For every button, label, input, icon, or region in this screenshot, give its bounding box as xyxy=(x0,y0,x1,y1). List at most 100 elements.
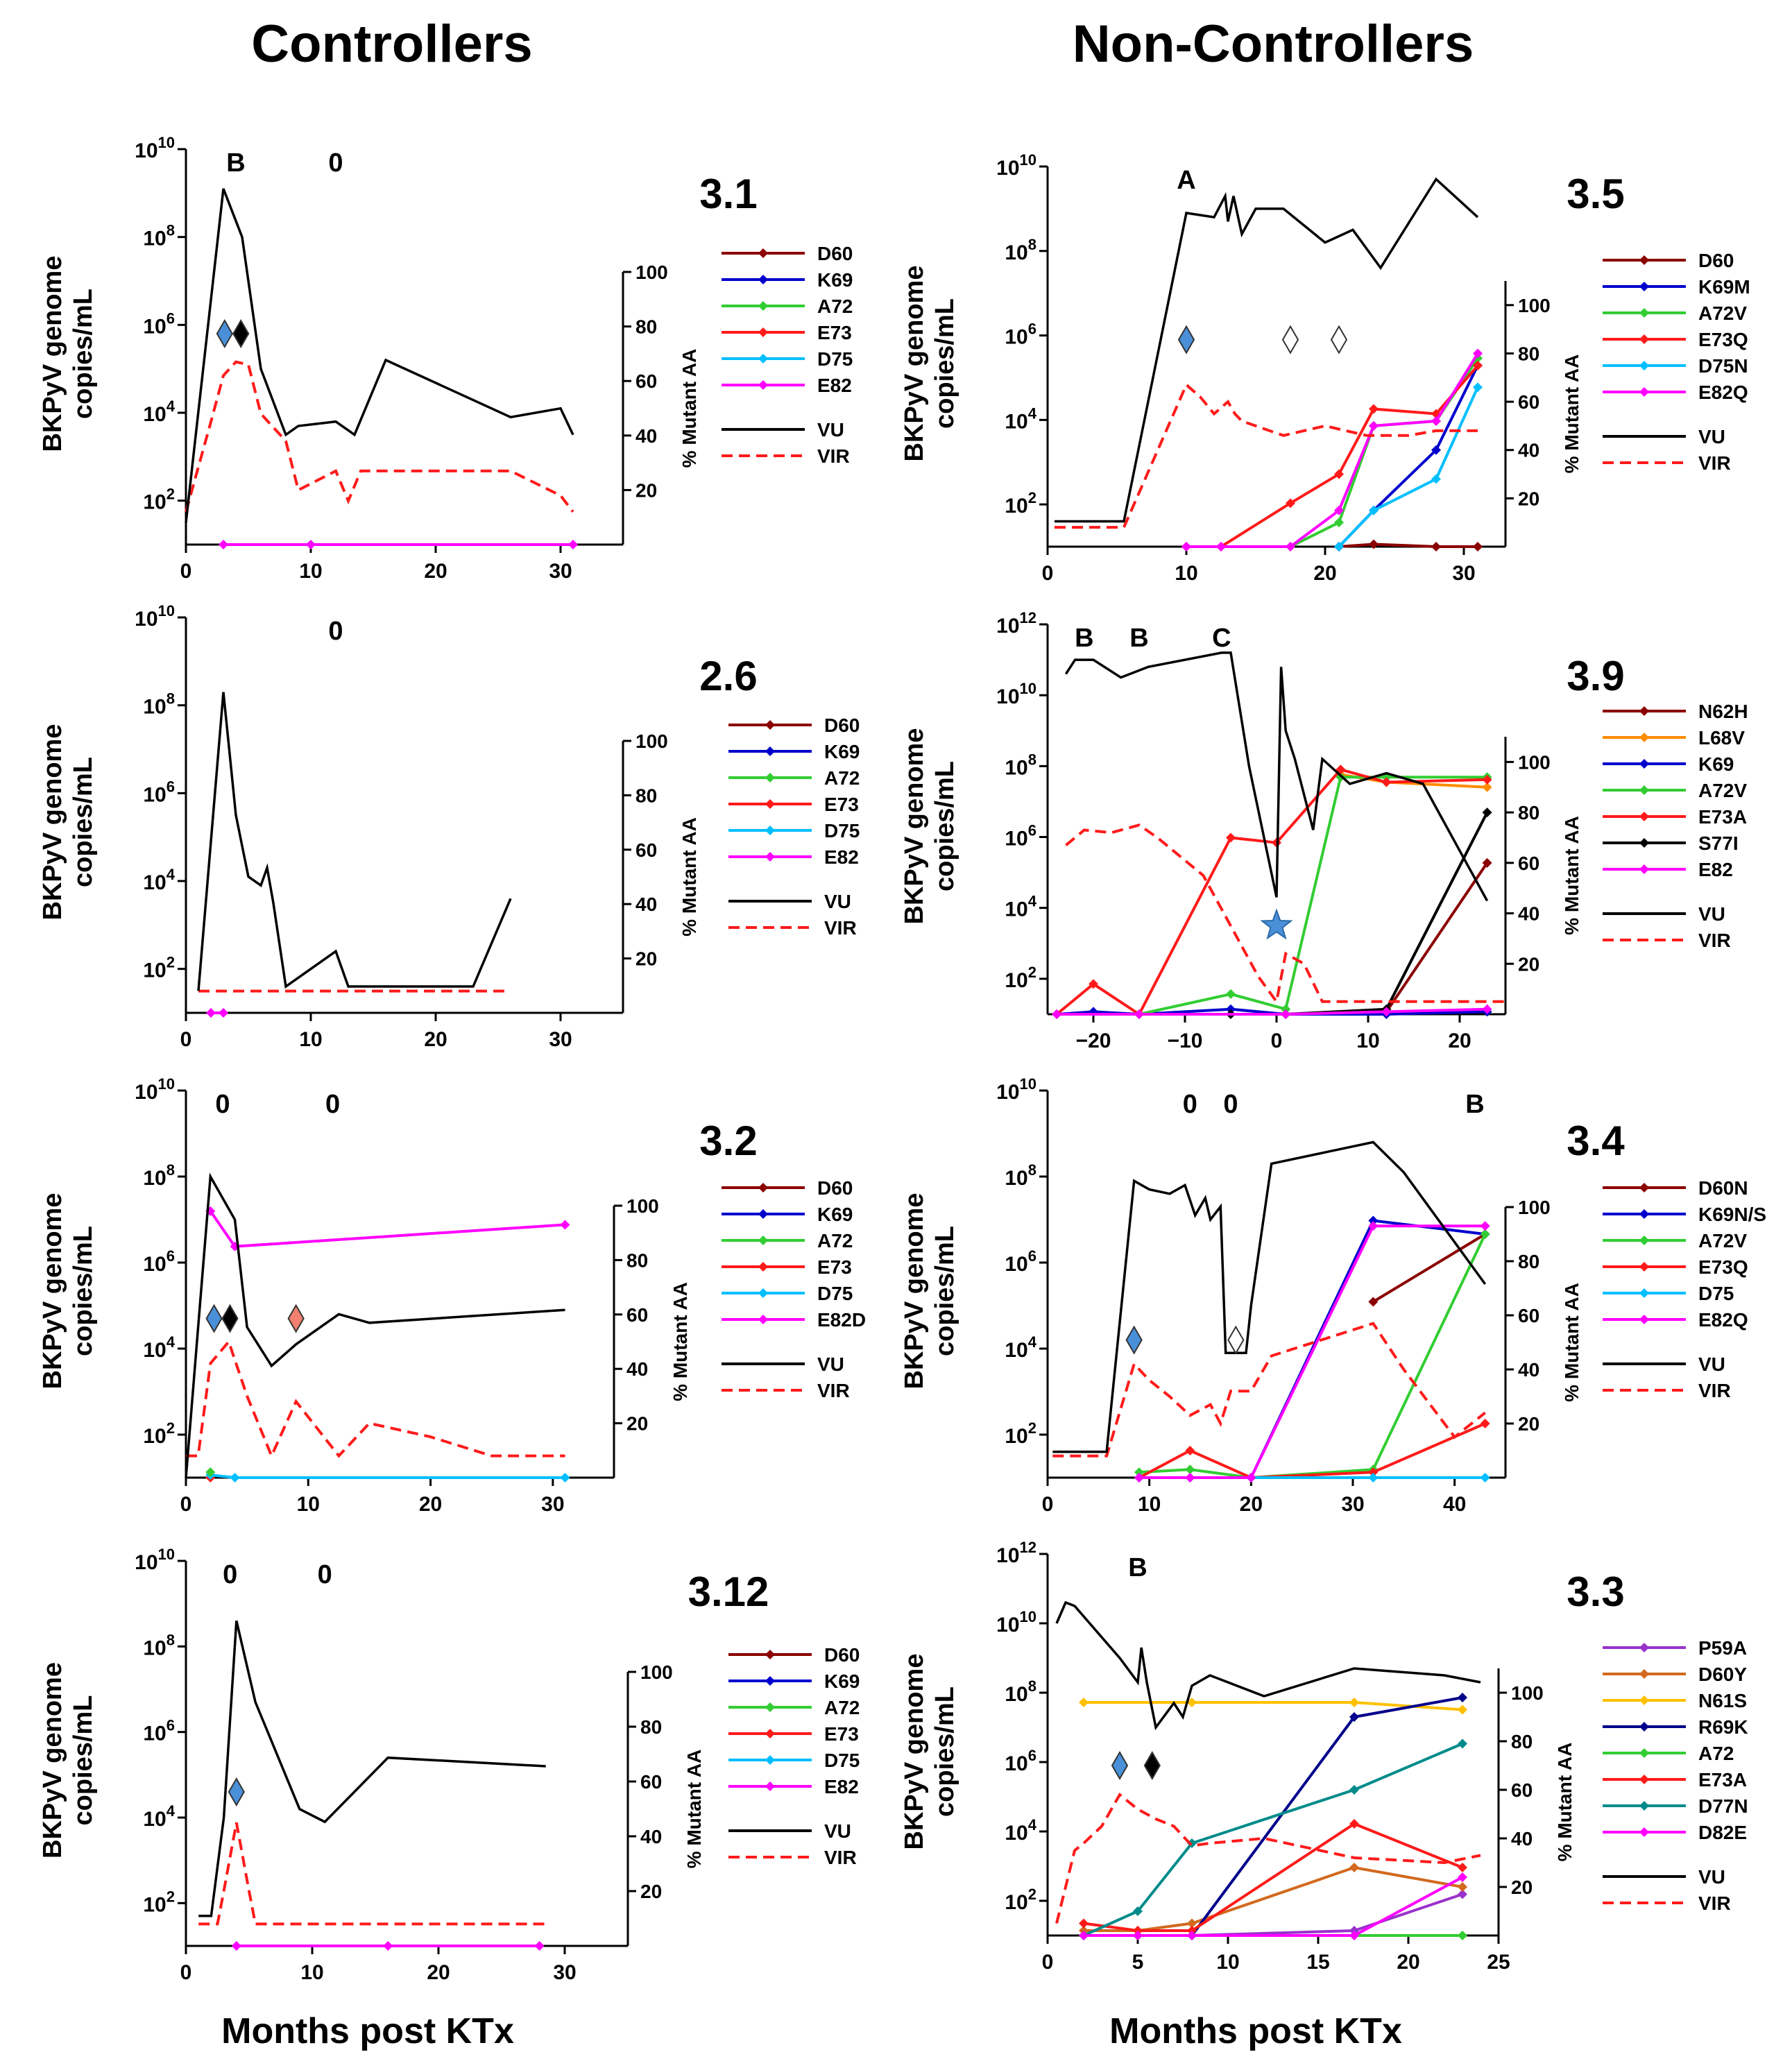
y2-tick-label: 80 xyxy=(635,316,657,338)
mutant-point xyxy=(1134,1009,1144,1019)
mutant-point xyxy=(1334,542,1344,552)
y-tick-label: 108 xyxy=(143,690,175,719)
mutant-point xyxy=(1431,474,1441,484)
event-diamond-marker xyxy=(221,1304,239,1333)
y-tick-label: 102 xyxy=(143,1888,175,1916)
legend-marker xyxy=(1639,1209,1649,1219)
mutant-point xyxy=(1369,420,1379,431)
x-tick-label: 0 xyxy=(180,1028,192,1051)
legend-marker xyxy=(765,1650,775,1659)
mutant-series-line xyxy=(1139,1224,1485,1479)
x-tick-label: 20 xyxy=(424,1028,447,1051)
mutant-point xyxy=(1482,807,1492,818)
x-tick-label: 30 xyxy=(1452,562,1475,585)
mutant-point xyxy=(1458,1882,1467,1892)
mutant-point xyxy=(219,1008,228,1018)
mutant-point xyxy=(1458,1738,1467,1749)
mutant-point xyxy=(1079,1698,1089,1707)
mutant-point xyxy=(1089,979,1098,989)
y2-tick-label: 100 xyxy=(640,1661,673,1683)
annotation-label: B xyxy=(1129,624,1148,653)
panel-title: 3.5 xyxy=(1567,171,1624,217)
legend-label: D75 xyxy=(817,1283,853,1304)
legend-marker xyxy=(765,1781,775,1791)
chart-panel-3-3: 102 104 106 108 1010 1012 20 40 60 80 100 0 5 10 15 20 2… xyxy=(900,1539,1748,1974)
legend-label: D60N xyxy=(1698,1177,1748,1199)
legend-label: K69 xyxy=(824,741,860,762)
legend-label: D60 xyxy=(817,243,853,264)
y2-tick-label: 80 xyxy=(1518,1251,1539,1272)
legend-label: E73 xyxy=(824,794,859,815)
y-tick-label: 1012 xyxy=(996,1539,1036,1567)
y-tick-label: 104 xyxy=(1005,1333,1036,1362)
mutant-point xyxy=(1381,1007,1392,1017)
y-tick-label: 108 xyxy=(143,1631,175,1659)
y-tick-label: 1010 xyxy=(996,151,1036,180)
legend-label: D75 xyxy=(1698,1283,1734,1304)
x-tick-label: 10 xyxy=(300,1961,323,1984)
y-tick-label: 104 xyxy=(1005,893,1036,921)
mutant-point xyxy=(1368,1473,1379,1482)
event-diamond-marker xyxy=(1125,1325,1143,1355)
y-tick-label: 104 xyxy=(143,1802,175,1831)
mutant-point xyxy=(1185,1473,1195,1482)
y-tick-label: 104 xyxy=(1005,404,1036,433)
legend-label: E73Q xyxy=(1698,1256,1748,1278)
legend-marker xyxy=(758,1288,768,1298)
y2-tick-label: 20 xyxy=(635,479,657,501)
legend-label: VU xyxy=(824,1820,851,1842)
y2-tick-label: 40 xyxy=(640,1826,662,1847)
y2-tick-label: 100 xyxy=(635,262,668,283)
event-diamond-marker xyxy=(1111,1751,1129,1780)
chart-panel-3-5: 102 104 106 108 1010 20 40 60 80 100 0 10 20 30 % Muta… xyxy=(900,151,1750,585)
vu-line xyxy=(1055,1600,1481,1731)
event-diamond-marker xyxy=(216,319,233,348)
legend-marker xyxy=(1639,838,1649,848)
y-tick-label: 106 xyxy=(1005,822,1036,851)
mutant-point xyxy=(534,1941,545,1951)
mutant-point xyxy=(1134,1467,1144,1478)
x-tick-label: 0 xyxy=(1042,1493,1054,1516)
y2-tick-label: 80 xyxy=(635,785,657,806)
mutant-point xyxy=(1334,518,1344,528)
y-tick-label: 108 xyxy=(1005,751,1036,779)
y-tick-label: 102 xyxy=(143,1419,175,1448)
x-tick-label: 20 xyxy=(427,1961,450,1984)
mutant-point xyxy=(1349,1863,1359,1872)
mutant-series-line xyxy=(1338,542,1478,548)
chart-panel-3-1: 102 104 106 108 1010 20 40 60 80 100 0 10 20 30 % Muta… xyxy=(38,134,853,583)
mutant-point xyxy=(1368,1467,1379,1478)
y-tick-label: 104 xyxy=(1005,1816,1036,1845)
vu-line xyxy=(1052,1140,1487,1453)
legend-label: E82 xyxy=(1698,859,1733,880)
mutant-point xyxy=(1246,1473,1256,1482)
y-axis-label: BKPyV genomecopies/mL xyxy=(900,1654,959,1850)
event-diamond-marker xyxy=(287,1304,305,1333)
legend-marker xyxy=(758,1209,768,1219)
y2-tick-label: 60 xyxy=(626,1304,648,1326)
y2-tick-label: 20 xyxy=(1511,1877,1533,1898)
mutant-point xyxy=(1458,1863,1467,1872)
legend-marker xyxy=(758,1183,768,1193)
vir-line xyxy=(1065,823,1505,1005)
legend-label: D75 xyxy=(824,1750,860,1771)
mutant-point xyxy=(1473,382,1483,393)
y-axis-label: BKPyV genomecopies/mL xyxy=(900,1193,959,1390)
x-tick-label: 20 xyxy=(419,1493,442,1516)
panel-title: 3.12 xyxy=(688,1569,769,1615)
mutant-point xyxy=(230,1473,240,1482)
y2-tick-label: 40 xyxy=(1518,903,1539,925)
y-tick-label: 1012 xyxy=(996,609,1036,638)
legend-label: VU xyxy=(817,1353,844,1375)
legend-label: D60 xyxy=(824,715,860,736)
chart-panel-2-6: 102 104 106 108 1010 20 40 60 80 100 0 10 20 30 % Muta… xyxy=(38,602,860,1051)
y-tick-label: 106 xyxy=(1005,1747,1036,1775)
legend-marker xyxy=(1639,308,1649,318)
vir-line xyxy=(1052,1322,1486,1458)
y2-axis-label: % Mutant AA xyxy=(679,817,700,937)
y2-axis-label: % Mutant AA xyxy=(679,349,700,468)
y2-tick-label: 60 xyxy=(1511,1779,1533,1801)
x-tick-label: 0 xyxy=(180,1493,192,1516)
mutant-point xyxy=(1458,1889,1467,1899)
mutant-point xyxy=(1334,469,1344,479)
